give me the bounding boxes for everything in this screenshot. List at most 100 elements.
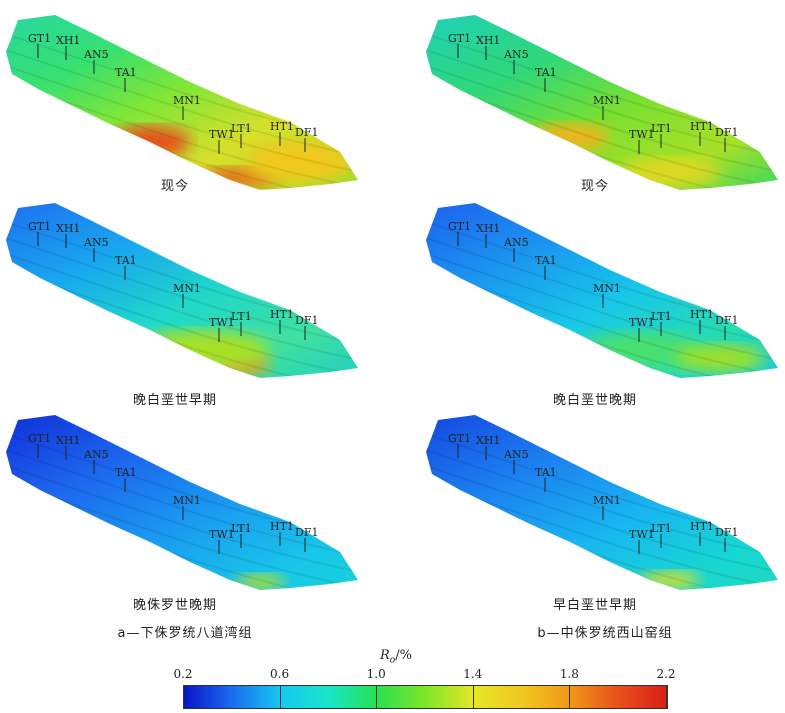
well-label-ht1: HT1 (270, 520, 294, 533)
well-label-gt1: GT1 (28, 220, 51, 233)
relief-ridge (6, 251, 358, 363)
well-label-an5: AN5 (503, 236, 529, 249)
colorbar-tick-label: 0.6 (270, 667, 290, 681)
relief-ridge (6, 63, 358, 175)
well-label-an5: AN5 (83, 48, 109, 61)
relief-ridge (6, 463, 358, 575)
well-label-lt1: LT1 (231, 522, 252, 535)
map-surface-fill (6, 203, 358, 378)
well-label-xh1: XH1 (476, 434, 500, 447)
panel-caption: 早白垩世早期 (552, 598, 637, 613)
panel-a-late-jurassic-late: GT1 XH1 AN5 TA1 MN1 TW1 LT1 HT1 DF1 晚侏罗世晚期 (0, 412, 370, 617)
maturity-zone (675, 344, 765, 372)
well-label-df1: DF1 (295, 126, 318, 139)
well-label-df1: DF1 (295, 526, 318, 539)
well-label-lt1: LT1 (231, 310, 252, 323)
well-label-mn1: MN1 (173, 494, 201, 507)
maturity-zone (245, 140, 355, 184)
well-label-ht1: HT1 (690, 120, 714, 133)
well-label-xh1: XH1 (56, 34, 80, 47)
well-label-xh1: XH1 (56, 222, 80, 235)
well-label-tw1: TW1 (209, 528, 235, 541)
well-label-ht1: HT1 (690, 308, 714, 321)
well-label-df1: DF1 (715, 314, 738, 327)
colorbar-tick (569, 685, 571, 708)
well-label-ta1: TA1 (115, 466, 137, 479)
well-label-lt1: LT1 (231, 122, 252, 135)
colorbar-tick-label: 2.2 (656, 667, 676, 681)
well-label-mn1: MN1 (593, 282, 621, 295)
well-label-df1: DF1 (295, 314, 318, 327)
map-surface-fill (426, 415, 778, 590)
well-label-an5: AN5 (83, 448, 109, 461)
well-label-gt1: GT1 (28, 32, 51, 45)
well-label-tw1: TW1 (629, 316, 655, 329)
well-label-mn1: MN1 (173, 282, 201, 295)
colorbar-tick (183, 685, 184, 708)
relief-ridge (426, 447, 778, 559)
well-label-ht1: HT1 (270, 308, 294, 321)
well-label-df1: DF1 (715, 126, 738, 139)
well-label-mn1: MN1 (593, 94, 621, 107)
well-label-ta1: TA1 (535, 66, 557, 79)
panel-caption: 晚侏罗世晚期 (132, 598, 217, 613)
well-label-ht1: HT1 (690, 520, 714, 533)
well-label-ta1: TA1 (535, 466, 557, 479)
well-label-mn1: MN1 (173, 94, 201, 107)
relief-ridge (426, 251, 778, 363)
panel-a-late-cretaceous-early: GT1 XH1 AN5 TA1 MN1 TW1 LT1 HT1 DF1 晚白垩世早期 (0, 200, 370, 408)
well-label-ht1: HT1 (270, 120, 294, 133)
colorbar-tick (666, 685, 667, 708)
colorbar-tick (279, 685, 281, 708)
panel-caption: 现今 (160, 179, 189, 194)
legend-title-unit: /% (395, 648, 412, 663)
relief-ridge (426, 235, 778, 347)
relief-ridge (6, 235, 358, 347)
well-label-ta1: TA1 (535, 254, 557, 267)
well-label-ta1: TA1 (115, 254, 137, 267)
maturity-zone (530, 123, 610, 151)
colorbar-tick-label: 1.4 (463, 667, 483, 681)
well-label-tw1: TW1 (209, 128, 235, 141)
panel-caption: 晚白垩世早期 (132, 393, 217, 408)
well-label-lt1: LT1 (651, 522, 672, 535)
well-label-an5: AN5 (503, 448, 529, 461)
panel-caption: 晚白垩世晚期 (552, 393, 637, 408)
colorbar-tick-label: 1.8 (559, 667, 579, 681)
well-label-tw1: TW1 (629, 528, 655, 541)
colorbar-tick (376, 685, 378, 708)
well-label-xh1: XH1 (476, 222, 500, 235)
well-label-mn1: MN1 (593, 494, 621, 507)
well-label-xh1: XH1 (476, 34, 500, 47)
maturity-zone (640, 571, 700, 589)
well-label-gt1: GT1 (448, 432, 471, 445)
map-surface-fill (426, 203, 778, 378)
panel-b-present: GT1 XH1 AN5 TA1 MN1 TW1 LT1 HT1 DF1 现今 (420, 12, 785, 217)
well-label-lt1: LT1 (651, 122, 672, 135)
colorbar-tick (472, 685, 474, 708)
panel-b-late-cretaceous-late: GT1 XH1 AN5 TA1 MN1 TW1 LT1 HT1 DF1 晚白垩世晚期 (420, 200, 785, 408)
well-label-an5: AN5 (83, 236, 109, 249)
map-surface-fill (426, 15, 778, 190)
colorbar-tick-label: 1.0 (366, 667, 386, 681)
well-label-tw1: TW1 (629, 128, 655, 141)
legend-title-symbol: R (380, 648, 390, 663)
column-caption-a: a—下侏罗统八道湾组 (117, 626, 253, 641)
colorbar-tick-label: 0.2 (173, 667, 193, 681)
column-caption-b: b—中侏罗统西山窑组 (537, 626, 673, 641)
well-label-ta1: TA1 (115, 66, 137, 79)
well-label-lt1: LT1 (651, 310, 672, 323)
relief-ridge (6, 47, 358, 159)
legend-title-sub: o (389, 655, 396, 666)
map-surface-fill (6, 415, 358, 590)
relief-ridge (426, 63, 778, 175)
colorbar (183, 685, 668, 709)
legend-title: Ro/% (380, 648, 412, 666)
well-label-gt1: GT1 (448, 220, 471, 233)
maturity-zone (235, 574, 285, 590)
relief-ridge (426, 47, 778, 159)
well-label-xh1: XH1 (56, 434, 80, 447)
